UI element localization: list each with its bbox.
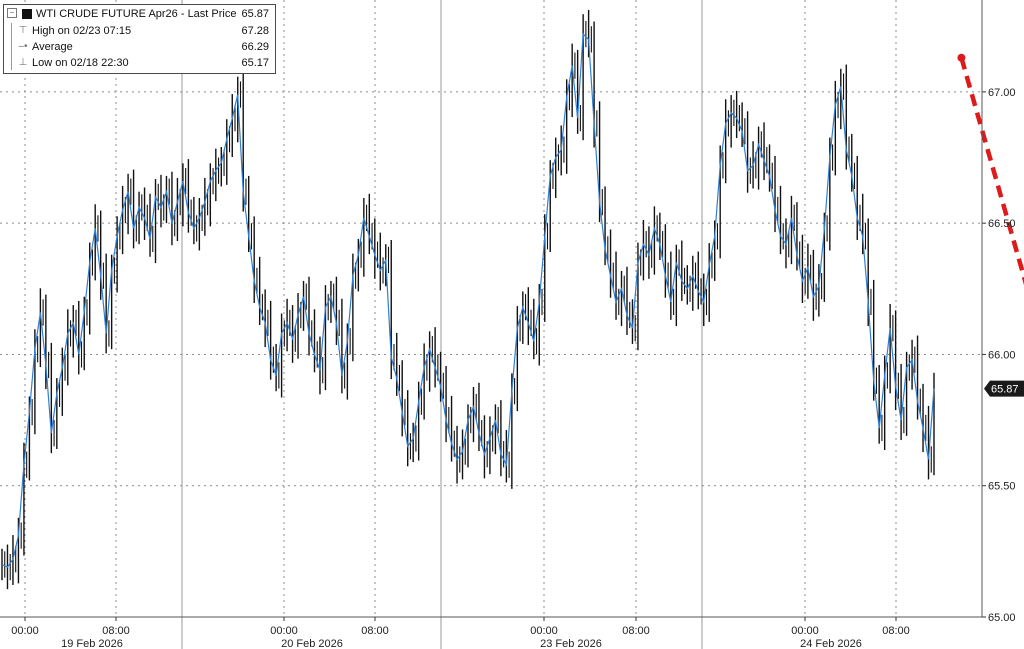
legend-average-label: Average (32, 41, 73, 53)
last-price-badge (984, 380, 1024, 397)
legend-row-high: ⊤ High on 02/23 07:15 67.28 (4, 23, 275, 39)
legend-row-average: –• Average 66.29 (4, 39, 275, 55)
average-marker-icon: –• (18, 41, 28, 52)
x-date-label: 23 Feb 2026 (540, 638, 602, 649)
legend-title-row: WTI CRUDE FUTURE Apr26 - Last Price 65.8… (4, 6, 275, 22)
downtrend-arrow (957, 53, 1024, 286)
x-time-label: 00:00 (791, 625, 819, 637)
legend-tree-line (11, 23, 12, 70)
x-time-label: 00:00 (270, 625, 298, 637)
legend-last-value: 65.87 (241, 8, 269, 20)
y-tick-label: 67.00 (988, 87, 1016, 99)
price-candles (1, 9, 935, 590)
legend-low-value: 65.17 (241, 57, 269, 69)
legend-row-low: ⊥ Low on 02/18 22:30 65.17 (4, 55, 275, 71)
y-tick-label: 66.50 (988, 218, 1016, 230)
low-marker-icon: ⊥ (18, 57, 28, 68)
x-time-label: 08:00 (882, 625, 910, 637)
x-time-label: 08:00 (361, 625, 389, 637)
series-swatch-icon (22, 9, 32, 19)
y-tick-label: 65.50 (988, 481, 1016, 493)
x-time-label: 00:00 (11, 625, 39, 637)
x-time-label: 08:00 (102, 625, 130, 637)
legend-high-value: 67.28 (241, 25, 269, 37)
x-date-label: 19 Feb 2026 (61, 638, 123, 649)
x-date-label: 24 Feb 2026 (800, 638, 862, 649)
last-price-label: 65.87 (991, 384, 1019, 396)
y-axis: 65.00 65.50 66.00 66.50 67.00 65.87 (981, 0, 1024, 624)
x-time-label: 00:00 (530, 625, 558, 637)
high-marker-icon: ⊤ (18, 25, 28, 36)
chart-legend: − WTI CRUDE FUTURE Apr26 - Last Price 65… (3, 4, 276, 74)
legend-title: WTI CRUDE FUTURE Apr26 - Last Price (36, 8, 237, 20)
x-date-label: 20 Feb 2026 (281, 638, 343, 649)
price-line (1, 32, 935, 568)
x-axis: 00:00 08:00 00:00 08:00 00:00 08:00 00:00 08:00… (0, 616, 982, 649)
y-tick-label: 66.00 (988, 349, 1016, 361)
legend-average-value: 66.29 (241, 41, 269, 53)
legend-low-label: Low on 02/18 22:30 (32, 57, 129, 69)
legend-high-label: High on 02/23 07:15 (32, 25, 132, 37)
x-time-label: 08:00 (622, 625, 650, 637)
arrow-shaft (959, 57, 1024, 286)
y-tick-label: 65.00 (988, 612, 1016, 624)
vertical-gridlines (24, 0, 897, 649)
collapse-icon[interactable]: − (7, 8, 17, 18)
